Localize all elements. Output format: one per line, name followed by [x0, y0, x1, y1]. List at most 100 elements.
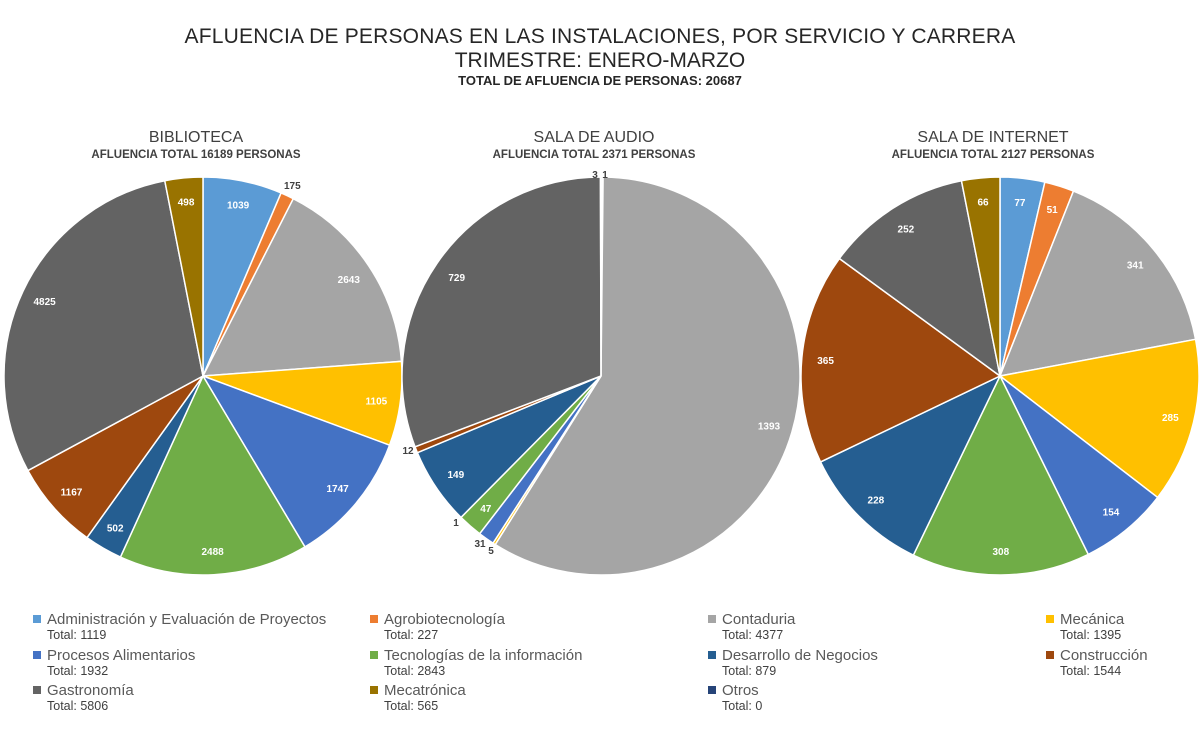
data-label: 285 — [1162, 413, 1179, 424]
legend-total: Total: 5806 — [47, 699, 109, 713]
legend-item: Otros Total: 0 — [708, 681, 1038, 714]
legend-total: Total: 1544 — [1060, 664, 1122, 678]
pie-subtitle: AFLUENCIA TOTAL 2127 PERSONAS — [892, 149, 1095, 161]
legend-total: Total: 227 — [384, 628, 439, 642]
legend-item: Tecnologías de la información Total: 2843 — [370, 646, 700, 679]
legend-item: Construcción Total: 1544 — [1046, 646, 1200, 679]
legend-label: Mecatrónica — [384, 681, 466, 699]
legend-swatch — [370, 686, 378, 694]
legend-swatch — [708, 686, 716, 694]
legend-swatch — [708, 651, 716, 659]
legend-total: Total: 0 — [722, 699, 763, 713]
data-label: 1393 — [758, 421, 781, 432]
data-label: 31 — [474, 539, 486, 550]
data-label: 502 — [107, 524, 124, 535]
data-label: 498 — [178, 198, 195, 209]
data-label: 3 — [592, 170, 598, 181]
legend-item: Agrobiotecnología Total: 227 — [370, 610, 700, 643]
legend-label: Agrobiotecnología — [384, 610, 505, 628]
data-label: 729 — [448, 273, 465, 284]
data-label: 341 — [1127, 261, 1144, 272]
pie-slice — [960, 176, 1001, 377]
legend-label: Tecnologías de la información — [384, 646, 583, 664]
pie-slice — [201, 197, 403, 377]
pie-chart-1: BIBLIOTECA AFLUENCIA TOTAL 16189 PERSONAS… — [3, 129, 403, 576]
pie-slice — [3, 179, 204, 472]
legend-total: Total: 1395 — [1060, 628, 1122, 642]
legend-total: Total: 1932 — [47, 664, 109, 678]
legend-label: Procesos Alimentarios — [47, 646, 196, 664]
data-label: 12 — [402, 446, 414, 457]
data-label: 228 — [868, 496, 885, 507]
legend-total: Total: 565 — [384, 699, 439, 713]
pie-chart-3: SALA DE INTERNET AFLUENCIA TOTAL 2127 PER… — [800, 129, 1200, 576]
pie-slice — [800, 257, 1002, 463]
data-label: 149 — [447, 470, 464, 481]
data-label: 5 — [488, 546, 494, 557]
legend-item: Mecánica Total: 1395 — [1046, 610, 1200, 643]
data-label: 51 — [1047, 205, 1059, 216]
data-label: 4825 — [33, 297, 56, 308]
legend-total: Total: 2843 — [384, 664, 446, 678]
pie-slice — [838, 179, 1002, 378]
grand-total: TOTAL DE AFLUENCIA DE PERSONAS: 20687 — [458, 73, 742, 88]
legend-item: Administración y Evaluación de Proyectos… — [33, 610, 363, 643]
pie-slice — [401, 176, 602, 448]
chart-title: AFLUENCIA DE PERSONAS EN LAS INSTALACION… — [184, 25, 1016, 48]
pie-chart-2: SALA DE AUDIO AFLUENCIA TOTAL 2371 PERSON… — [401, 129, 801, 576]
data-label: 308 — [992, 547, 1009, 558]
legend-label: Gastronomía — [47, 681, 134, 699]
chart-header: AFLUENCIA DE PERSONAS EN LAS INSTALACION… — [0, 24, 1200, 89]
legend-total: Total: 4377 — [722, 628, 784, 642]
legend-swatch — [708, 615, 716, 623]
data-label: 252 — [898, 224, 915, 235]
data-label: 1105 — [366, 397, 388, 408]
pie-slice — [599, 176, 602, 377]
legend-label: Administración y Evaluación de Proyectos — [47, 610, 327, 628]
pie-slice — [912, 374, 1090, 576]
legend-label: Construcción — [1060, 646, 1148, 664]
legend-swatch — [1046, 615, 1054, 623]
legend-total: Total: 1119 — [47, 628, 107, 642]
data-label: 2643 — [338, 275, 361, 286]
legend-total: Total: 879 — [722, 664, 777, 678]
legend-swatch — [33, 686, 41, 694]
data-label: 154 — [1103, 507, 1120, 518]
data-label: 1167 — [61, 488, 83, 499]
legend-swatch — [33, 651, 41, 659]
data-label: 66 — [977, 198, 989, 209]
pie-slice — [998, 190, 1197, 377]
pie-title: BIBLIOTECA — [149, 129, 244, 146]
legend-label: Contaduria — [722, 610, 796, 628]
data-label: 1747 — [326, 484, 349, 495]
pie-charts: BIBLIOTECA AFLUENCIA TOTAL 16189 PERSONAS… — [3, 129, 1200, 576]
pie-slice — [201, 374, 391, 548]
pie-slice — [998, 338, 1200, 499]
legend-item: Mecatrónica Total: 565 — [370, 681, 700, 714]
pie-slice — [819, 374, 1002, 557]
legend-item: Procesos Alimentarios Total: 1932 — [33, 646, 363, 679]
pie-title: SALA DE INTERNET — [917, 129, 1068, 146]
data-label: 1039 — [227, 200, 250, 211]
legend: Administración y Evaluación de Proyectos… — [0, 610, 1200, 740]
pie-subtitle: AFLUENCIA TOTAL 16189 PERSONAS — [91, 149, 301, 161]
pie-subtitle: AFLUENCIA TOTAL 2371 PERSONAS — [493, 149, 696, 161]
pie-slice — [163, 176, 204, 377]
pie-slice — [494, 176, 801, 576]
data-label: 77 — [1014, 198, 1026, 209]
chart-subtitle: TRIMESTRE: ENERO-MARZO — [454, 49, 746, 72]
legend-swatch — [1046, 651, 1054, 659]
legend-swatch — [370, 615, 378, 623]
legend-label: Desarrollo de Negocios — [722, 646, 878, 664]
pie-slice — [119, 374, 306, 576]
legend-label: Mecánica — [1060, 610, 1125, 628]
data-label: 1 — [602, 170, 608, 181]
data-label: 365 — [817, 356, 834, 367]
legend-item: Desarrollo de Negocios Total: 879 — [708, 646, 1038, 679]
data-label: 47 — [480, 504, 492, 515]
data-label: 2488 — [201, 547, 224, 558]
pie-title: SALA DE AUDIO — [534, 129, 655, 146]
legend-item: Gastronomía Total: 5806 — [33, 681, 363, 714]
legend-label: Otros — [722, 681, 759, 699]
legend-swatch — [33, 615, 41, 623]
